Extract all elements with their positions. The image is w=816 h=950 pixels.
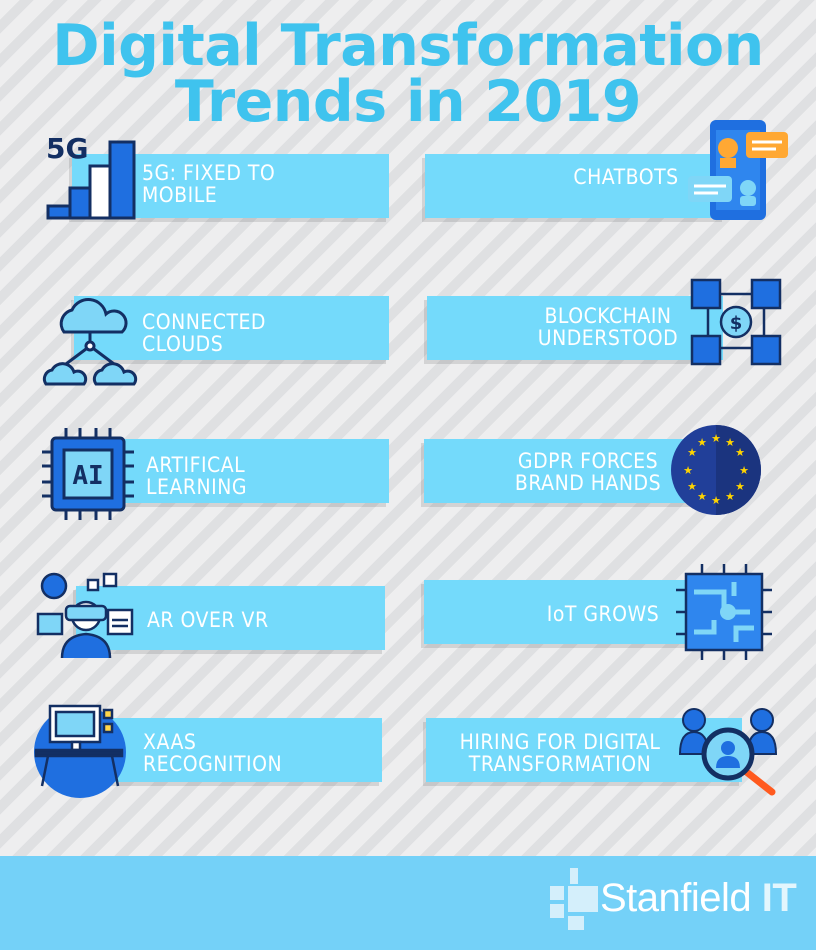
trend-card-chatbots [425,154,725,218]
svg-text:★: ★ [697,436,707,449]
trend-label-5g: 5G: FIXED TO MOBILE [142,161,276,207]
vr-headset-icon [36,572,134,659]
5g-signal-icon: 5G [46,132,136,220]
trend-label-ai: ARTIFICAL LEARNING [146,453,247,499]
svg-text:★: ★ [711,494,721,507]
svg-text:★: ★ [687,446,697,459]
title-line-1: Digital Transformation [52,13,764,79]
computer-desk-icon [34,704,126,798]
trend-label-xaas: XAAS RECOGNITION [143,730,283,776]
trend-label-iot: IoT GROWS [546,602,660,626]
trend-label-clouds: CONNECTED CLOUDS [142,310,266,356]
trend-label-hiring: HIRING FOR DIGITAL TRANSFORMATION [459,730,661,776]
chatbot-phone-icon [688,120,788,220]
trend-label-chatbots: CHATBOTS [573,165,679,189]
svg-text:5G: 5G [46,132,88,165]
trend-card-iot [424,580,720,644]
trend-label-ar: AR OVER VR [147,608,269,632]
title-line-2: Trends in 2019 [174,69,642,135]
page-title: Digital Transformation Trends in 2019 [0,13,816,135]
svg-text:★: ★ [735,446,745,459]
svg-text:$: $ [730,313,743,334]
trend-card-ai [74,439,389,503]
svg-text:★: ★ [739,464,749,477]
svg-text:★: ★ [683,464,693,477]
svg-text:★: ★ [735,480,745,493]
trend-label-blockchain: BLOCKCHAIN UNDERSTOOD [537,304,679,350]
brand-name: Stanfield IT [600,876,797,920]
iot-circuit-icon [676,564,772,660]
svg-text:★: ★ [697,490,707,503]
trend-card-blockchain [427,296,723,360]
ai-chip-icon: AI [42,428,134,520]
cloud-network-icon [42,298,138,386]
footer-bar [0,856,816,950]
svg-text:★: ★ [687,480,697,493]
trend-label-gdpr: GDPR FORCES BRAND HANDS [514,449,662,495]
svg-text:★: ★ [711,432,721,445]
eu-flag-icon: ★ ★★ ★★★ ★★★ ★★★ [671,425,761,515]
trend-card-xaas [82,718,382,782]
stanfield-logo-icon [550,868,598,930]
svg-text:AI: AI [72,461,103,491]
blockchain-icon: $ [690,278,782,366]
svg-text:★: ★ [725,436,735,449]
people-search-icon [678,708,778,796]
svg-text:★: ★ [725,490,735,503]
